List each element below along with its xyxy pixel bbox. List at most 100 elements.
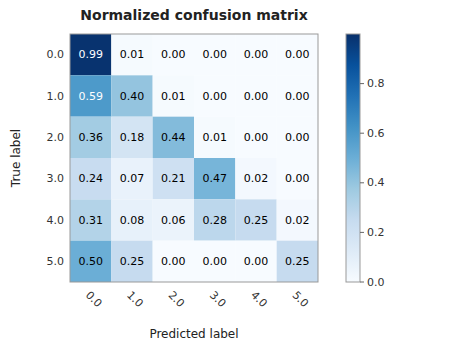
colorbar-tick-label: 0.4 xyxy=(367,176,385,189)
colorbar-tick-label: 0.2 xyxy=(367,226,385,239)
x-axis-label: Predicted label xyxy=(149,327,238,341)
data-label: 0.00 xyxy=(285,90,310,103)
cells xyxy=(70,34,318,282)
colorbar xyxy=(346,34,360,282)
cell xyxy=(194,241,235,282)
data-label: 0.21 xyxy=(161,172,186,185)
cell xyxy=(111,199,152,240)
data-label: 0.25 xyxy=(120,255,145,268)
cell xyxy=(277,241,318,282)
cell xyxy=(277,117,318,158)
cell xyxy=(70,199,111,240)
data-label: 0.18 xyxy=(120,131,145,144)
cell xyxy=(194,34,235,75)
cell xyxy=(153,158,194,199)
data-label: 0.00 xyxy=(244,90,269,103)
data-label: 0.00 xyxy=(285,172,310,185)
cell xyxy=(277,34,318,75)
colorbar-tick xyxy=(360,232,364,233)
cell xyxy=(111,34,152,75)
cell xyxy=(153,199,194,240)
data-label: 0.50 xyxy=(78,255,103,268)
data-label: 0.25 xyxy=(244,214,269,227)
data-label: 0.00 xyxy=(285,131,310,144)
data-label: 0.01 xyxy=(202,131,227,144)
cell xyxy=(235,158,276,199)
y-tick-label: 0.0 xyxy=(47,48,65,61)
data-label: 0.00 xyxy=(244,48,269,61)
data-label: 0.99 xyxy=(78,48,103,61)
cell xyxy=(153,75,194,116)
data-label: 0.01 xyxy=(120,48,145,61)
data-label: 0.06 xyxy=(161,214,186,227)
data-label: 0.00 xyxy=(202,48,227,61)
colorbar-tick xyxy=(360,83,364,84)
cell xyxy=(235,241,276,282)
cell xyxy=(194,117,235,158)
x-tick-label: 2.0 xyxy=(166,289,188,311)
cell xyxy=(70,158,111,199)
chart-container: Normalized confusion matrix0.990.010.000… xyxy=(0,0,474,355)
data-label: 0.31 xyxy=(78,214,103,227)
data-label: 0.07 xyxy=(120,172,145,185)
cell xyxy=(153,34,194,75)
data-label: 0.00 xyxy=(202,255,227,268)
cell xyxy=(235,75,276,116)
data-label: 0.40 xyxy=(120,90,145,103)
colorbar-tick-label: 0.0 xyxy=(367,276,385,289)
cell xyxy=(111,117,152,158)
data-label: 0.59 xyxy=(78,90,103,103)
data-label: 0.00 xyxy=(244,131,269,144)
data-label: 0.01 xyxy=(161,90,186,103)
y-tick-label: 4.0 xyxy=(47,214,65,227)
chart-svg: Normalized confusion matrix0.990.010.000… xyxy=(0,0,474,355)
cell xyxy=(194,199,235,240)
data-label: 0.00 xyxy=(161,255,186,268)
y-tick-label: 5.0 xyxy=(47,255,65,268)
data-label: 0.02 xyxy=(244,172,269,185)
data-label: 0.44 xyxy=(161,131,186,144)
data-label: 0.00 xyxy=(244,255,269,268)
cell xyxy=(70,241,111,282)
data-label: 0.24 xyxy=(78,172,103,185)
title: Normalized confusion matrix xyxy=(80,7,307,23)
data-labels: 0.99 0.01 0.00 0.00 0.00 0.00 0.59 0.40 0.01 0.00… xyxy=(78,48,309,268)
data-label: 0.36 xyxy=(78,131,103,144)
cell xyxy=(70,75,111,116)
cell xyxy=(70,117,111,158)
colorbar-tick xyxy=(360,182,364,183)
plot-frame xyxy=(70,34,318,282)
colorbar-tick-label: 0.6 xyxy=(367,127,385,140)
data-label: 0.08 xyxy=(120,214,145,227)
data-label: 0.28 xyxy=(202,214,227,227)
x-tick-label: 3.0 xyxy=(207,289,229,311)
cell xyxy=(111,75,152,116)
y-axis-label: True label xyxy=(9,129,23,188)
cell xyxy=(70,34,111,75)
x-tick-label: 4.0 xyxy=(248,289,270,311)
cell xyxy=(111,158,152,199)
cell xyxy=(111,241,152,282)
data-label: 0.25 xyxy=(285,255,310,268)
data-label: 0.00 xyxy=(202,90,227,103)
y-tick-label: 2.0 xyxy=(47,131,65,144)
colorbar-tick-label: 0.8 xyxy=(367,77,385,90)
x-tick-label: 1.0 xyxy=(124,289,146,311)
cell xyxy=(235,34,276,75)
cell xyxy=(194,158,235,199)
cell xyxy=(277,75,318,116)
y-tick-label: 1.0 xyxy=(47,90,65,103)
cell xyxy=(277,199,318,240)
x-tick-label: 0.0 xyxy=(83,289,105,311)
cell xyxy=(194,75,235,116)
x-tick-label: 5.0 xyxy=(290,289,312,311)
cell xyxy=(277,158,318,199)
data-label: 0.02 xyxy=(285,214,310,227)
colorbar-tick xyxy=(360,282,364,283)
cell xyxy=(153,117,194,158)
data-label: 0.00 xyxy=(161,48,186,61)
cell xyxy=(153,241,194,282)
data-label: 0.00 xyxy=(285,48,310,61)
colorbar-tick xyxy=(360,133,364,134)
y-tick-label: 3.0 xyxy=(47,172,65,185)
